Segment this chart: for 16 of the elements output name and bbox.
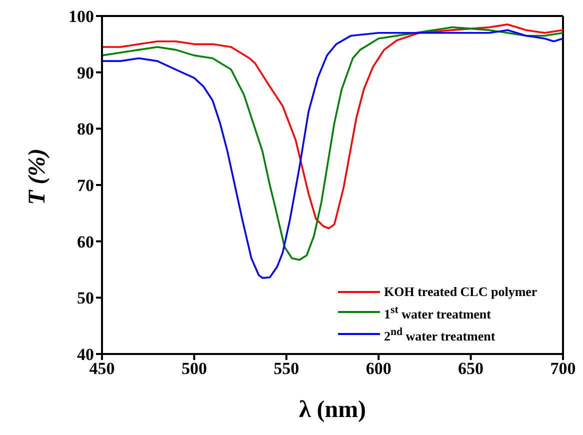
y-tick-label: 80 — [77, 120, 94, 139]
x-tick-label: 500 — [181, 359, 207, 378]
x-tick-label: 700 — [550, 359, 576, 378]
legend-label: KOH treated CLC polymer — [384, 283, 538, 301]
x-tick-label: 650 — [458, 359, 484, 378]
x-tick-label: 600 — [366, 359, 392, 378]
x-axis-title: λ (nm) — [298, 397, 366, 423]
legend-label: 2$^{nd}$ water treatment — [384, 325, 496, 346]
y-tick-label: 70 — [77, 176, 94, 196]
legend-label: 1$^{st}$ water treatment — [384, 303, 491, 324]
y-tick-label: 90 — [77, 63, 94, 82]
y-tick-label: 100 — [68, 7, 94, 26]
y-tick-label: 50 — [77, 288, 94, 308]
y-tick-label: 60 — [77, 232, 94, 252]
x-tick-label: 550 — [274, 359, 300, 378]
y-axis-title: T (%) — [24, 148, 51, 205]
